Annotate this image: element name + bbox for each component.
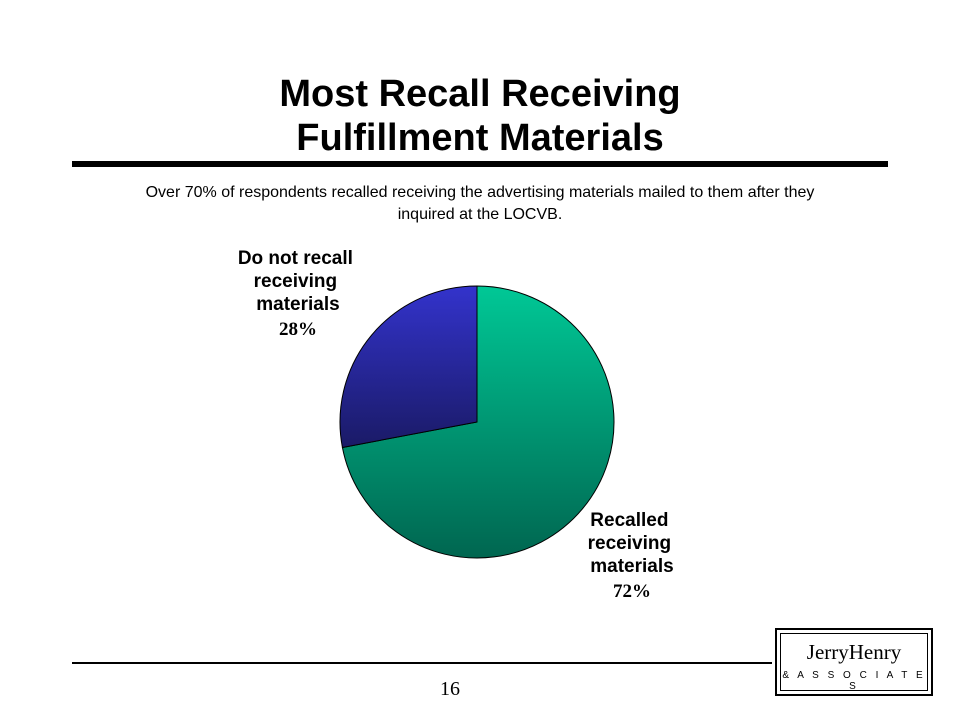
recalled-line-2: receiving [588, 533, 671, 554]
not-recall-line-3: materials [256, 294, 339, 315]
slide-subtitle: Over 70% of respondents recalled receivi… [80, 182, 880, 226]
slide-title: Most Recall Receiving Fulfillment Materi… [0, 72, 960, 160]
recalled-percent: 72% [613, 581, 651, 602]
title-divider [72, 161, 888, 167]
not-recall-line-1: Do not recall [238, 248, 353, 269]
recalled-line-3: materials [590, 556, 673, 577]
recalled-line-1: Recalled [590, 510, 668, 531]
title-line-1: Most Recall Receiving [279, 73, 681, 115]
slice-label-not-recall: Do not recall receiving materials [238, 248, 358, 315]
logo-subtitle: & A S S O C I A T E S [782, 670, 926, 692]
subtitle-line-2: inquired at the LOCVB. [397, 206, 563, 223]
footer-divider [72, 662, 772, 664]
title-line-2: Fulfillment Materials [296, 117, 664, 159]
pie-slice-not-recall [339, 285, 478, 449]
not-recall-percent: 28% [279, 319, 317, 340]
page-number: 16 [440, 678, 460, 700]
logo-name: JerryHenry [806, 640, 902, 664]
slice-label-recalled: Recalled receiving materials [588, 510, 677, 577]
not-recall-line-2: receiving [254, 271, 337, 292]
subtitle-line-1: Over 70% of respondents recalled receivi… [145, 184, 815, 201]
company-logo: JerryHenry & A S S O C I A T E S [775, 628, 933, 696]
logo-inner-border [780, 633, 928, 691]
pie-slice-recalled [341, 285, 615, 559]
